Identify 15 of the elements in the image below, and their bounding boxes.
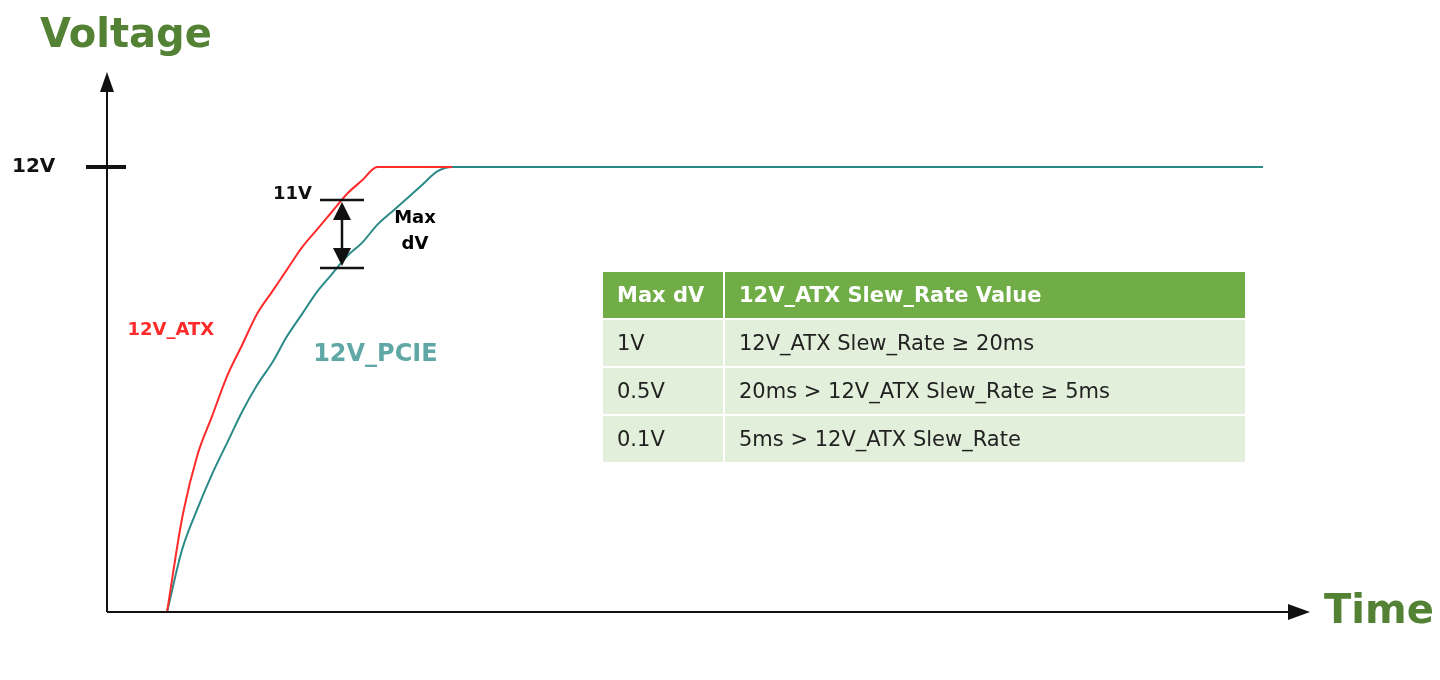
series-label: 12V_ATX [127, 317, 215, 339]
annotation: 0.5V [602, 367, 724, 415]
text: 12V [12, 153, 56, 178]
series-label: 12V_PCIE [313, 339, 438, 368]
annotation: 12V_ATX Slew_Rate ≥ 20ms [724, 319, 1246, 367]
annotation: 11V [273, 181, 313, 203]
annotation: Max dV [602, 271, 724, 319]
annotation: Max dV [393, 205, 437, 255]
annotation: 20ms > 12V_ATX Slew_Rate ≥ 5ms [724, 367, 1246, 415]
x-axis-title: Time [1324, 586, 1434, 632]
annotation: 5ms > 12V_ATX Slew_Rate [724, 415, 1246, 463]
annotation: 12V_ATX Slew_Rate Value [724, 271, 1246, 319]
y-axis-title: Voltage [40, 10, 212, 56]
annotation: 1V [602, 319, 724, 367]
annotation: 0.1V [602, 415, 724, 463]
